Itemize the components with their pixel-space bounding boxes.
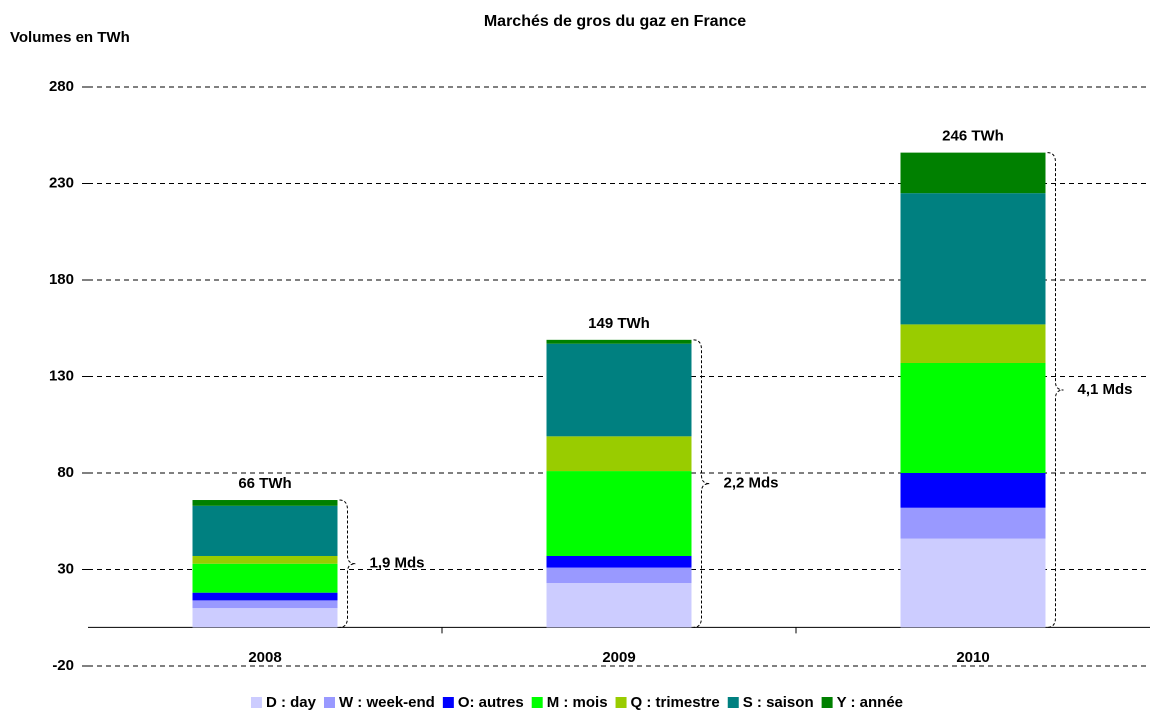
bar-segment (192, 592, 338, 601)
legend-swatch (821, 697, 833, 708)
legend-label: M : mois (547, 694, 608, 711)
bar-segment (192, 600, 338, 609)
y-tick-label: 180 (49, 271, 74, 288)
legend-label: W : week-end (339, 694, 435, 711)
legend-label: D : day (266, 694, 317, 711)
bracket (339, 499, 356, 628)
legend-swatch (531, 697, 543, 708)
y-tick-label: 280 (49, 78, 74, 95)
y-tick-label: 130 (49, 367, 74, 384)
legend-swatch (323, 697, 335, 708)
bracket-label: 2,2 Mds (724, 475, 779, 492)
legend-swatch (615, 697, 627, 708)
bar-segment (546, 555, 692, 568)
chart-title: Marchés de gros du gaz en France (484, 13, 746, 30)
x-tick-label: 2008 (248, 649, 281, 666)
y-axis-label: Volumes en TWh (10, 29, 130, 46)
bracket (693, 339, 710, 628)
legend-label: Y : année (837, 694, 903, 711)
bar-segment (546, 583, 692, 628)
bar-segment (546, 567, 692, 584)
legend-swatch (442, 697, 454, 708)
legend-swatch (727, 697, 739, 708)
bracket-label: 1,9 Mds (370, 555, 425, 572)
bar-segment (900, 152, 1046, 194)
total-label: 66 TWh (238, 475, 291, 492)
bar-segment (192, 500, 338, 506)
x-tick-label: 2010 (956, 649, 989, 666)
legend-swatch (250, 697, 262, 708)
legend-label: O: autres (458, 694, 524, 711)
bar-segment (900, 473, 1046, 508)
total-label: 246 TWh (942, 128, 1004, 145)
bar-segment (900, 324, 1046, 363)
bar-segment (192, 555, 338, 564)
legend-label: Q : trimestre (631, 694, 720, 711)
bracket (1047, 152, 1064, 628)
y-tick-label: -20 (52, 657, 74, 674)
bar-segment (900, 507, 1046, 539)
bar-segment (900, 193, 1046, 325)
bar-segment (546, 339, 692, 344)
bar-segment (900, 538, 1046, 628)
x-tick-label: 2009 (602, 649, 635, 666)
bar-segment (546, 471, 692, 556)
bar-segment (192, 563, 338, 593)
bar-segment (900, 362, 1046, 473)
bracket-label: 4,1 Mds (1078, 381, 1133, 398)
y-tick-label: 30 (57, 560, 74, 577)
y-tick-label: 80 (57, 464, 74, 481)
y-tick-label: 230 (49, 174, 74, 191)
legend-label: S : saison (743, 694, 814, 711)
bar-segment (546, 436, 692, 472)
total-label: 149 TWh (588, 315, 650, 332)
bar-segment (546, 343, 692, 437)
bar-segment (192, 505, 338, 556)
bar-segment (192, 608, 338, 628)
